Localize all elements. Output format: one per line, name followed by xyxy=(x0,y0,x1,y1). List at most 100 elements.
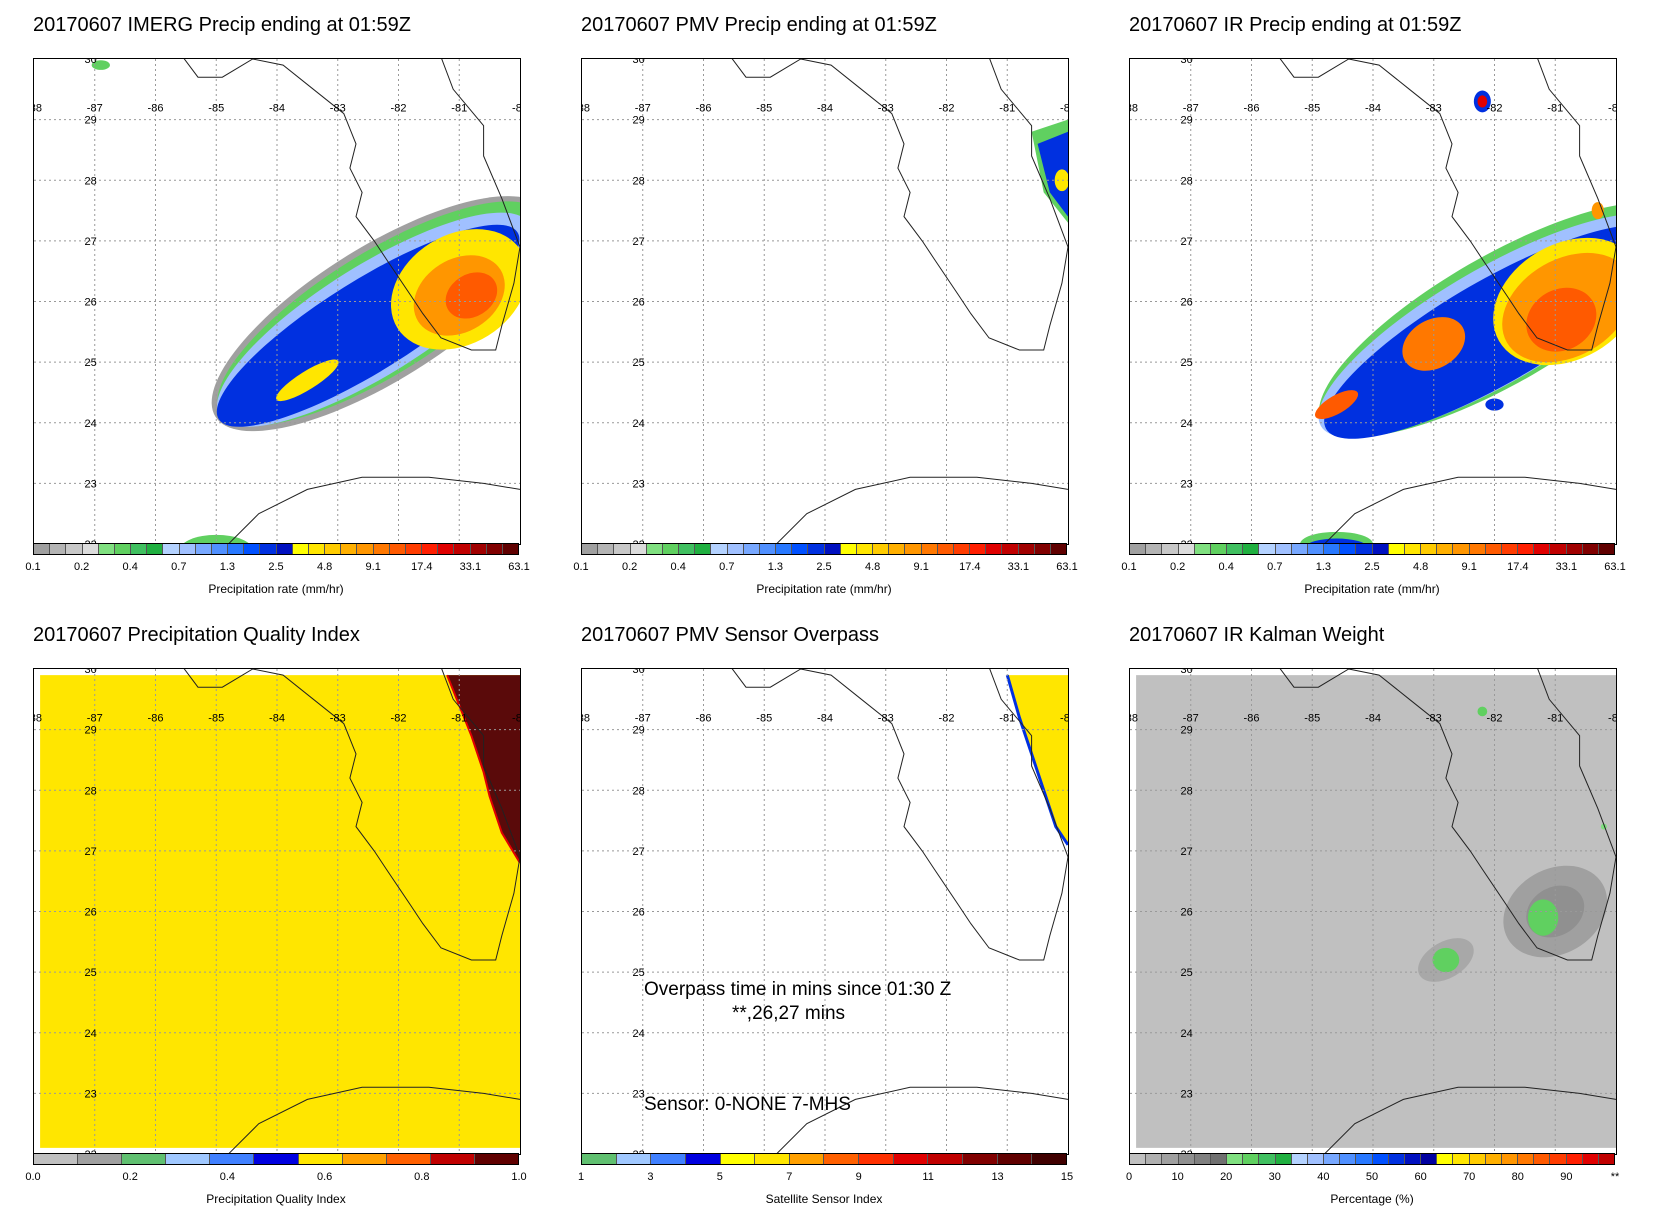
lon-label: -86 xyxy=(148,713,164,725)
lon-label: -80 xyxy=(512,103,520,115)
lat-label: 22 xyxy=(85,1149,97,1154)
colorbar-tick-label: 2.5 xyxy=(816,561,832,573)
lon-label: -85 xyxy=(756,103,772,115)
colorbar-swatch xyxy=(651,1154,686,1164)
lat-label: 26 xyxy=(1181,297,1193,309)
colorbar-swatch xyxy=(166,1154,211,1164)
lat-label: 23 xyxy=(85,478,97,490)
cuba-coastline xyxy=(227,1086,520,1154)
colorbar-tick-label: 70 xyxy=(1463,1171,1476,1183)
lon-label: -83 xyxy=(878,713,894,725)
colorbar-swatch xyxy=(808,544,825,554)
florida-coastline xyxy=(1279,59,1616,351)
colorbar-swatch xyxy=(1453,544,1470,554)
colorbar-swatch xyxy=(921,544,938,554)
colorbar-tick-label: 60 xyxy=(1414,1171,1427,1183)
colorbar-swatch xyxy=(1002,544,1019,554)
colorbar-swatch xyxy=(1566,1154,1583,1164)
florida-coastline xyxy=(731,59,1068,351)
lon-label: -83 xyxy=(330,713,346,725)
lon-label: -84 xyxy=(1365,713,1381,725)
colorbar-swatch xyxy=(1307,544,1325,554)
colorbar-swatch xyxy=(1275,544,1292,554)
precip-area xyxy=(1526,287,1597,352)
cuba-coastline xyxy=(775,1086,1068,1154)
map-canvas: -88 -87 -86 -85 -84 -83 -82 -81 -80 30 29 28 27 26 25 2… xyxy=(34,59,520,544)
lon-label: -80 xyxy=(1060,713,1068,725)
colorbar-swatch xyxy=(1388,544,1405,554)
colorbar-swatch xyxy=(893,1154,929,1164)
colorbar-swatch xyxy=(1598,544,1615,554)
colorbar-tick-label: 0.7 xyxy=(171,561,187,573)
panel-overpass: 20170607 PMV Sensor Overpass -88-87-86-8… xyxy=(573,610,1113,1210)
colorbar-tick-label: 13 xyxy=(991,1171,1004,1183)
grid-lines xyxy=(34,59,520,544)
lat-label: 25 xyxy=(85,967,97,979)
colorbar-label: Percentage (%) xyxy=(1330,1192,1414,1206)
colorbar-swatch xyxy=(1518,544,1535,554)
lat-label: 28 xyxy=(85,175,97,187)
colorbar-swatch xyxy=(824,544,841,554)
lon-label: -85 xyxy=(1304,103,1320,115)
colorbar-tick-label: 10 xyxy=(1171,1171,1184,1183)
precip-area xyxy=(1308,538,1365,544)
lat-label: 24 xyxy=(85,1028,97,1040)
cuba-coastline xyxy=(1323,1086,1616,1154)
colorbar-tick-label: 0.0 xyxy=(25,1171,41,1183)
colorbar-swatch xyxy=(1550,544,1567,554)
lat-label: 24 xyxy=(633,418,645,430)
colorbar-swatch xyxy=(789,1154,825,1164)
colorbar-swatch xyxy=(1227,544,1244,554)
florida-coastline xyxy=(183,669,520,961)
colorbar-swatch xyxy=(1050,544,1067,554)
lon-label: -86 xyxy=(696,103,712,115)
colorbar-swatch xyxy=(646,544,663,554)
lat-label: 24 xyxy=(85,418,97,430)
colorbar-ticks: 0.1 0.2 0.4 0.7 1.3 2.5 4.8 9.1 17.4 33.1 63.1 xyxy=(1121,561,1625,575)
colorbar-ticks: 0.1 0.2 0.4 0.7 1.3 2.5 4.8 9.1 17.4 33.1 63.1 xyxy=(25,561,529,575)
colorbar-swatch xyxy=(1162,1154,1179,1164)
colorbar-tick-label: 0.4 xyxy=(122,561,138,573)
colorbar-tick-label: 30 xyxy=(1268,1171,1281,1183)
colorbar-tick-label: 33.1 xyxy=(1555,561,1578,573)
colorbar-swatch xyxy=(82,544,99,554)
lat-label: 22 xyxy=(633,539,645,544)
field-area xyxy=(1037,131,1068,217)
weight-area xyxy=(1527,899,1559,936)
lon-label: -88 xyxy=(582,103,590,115)
lon-label: -87 xyxy=(1183,103,1199,115)
colorbar-swatch xyxy=(1243,544,1260,554)
colorbar-swatch xyxy=(1178,544,1195,554)
colorbar-swatch xyxy=(422,544,439,554)
lat-label: 29 xyxy=(1181,115,1193,127)
lon-label: -85 xyxy=(756,713,772,725)
colorbar-swatch xyxy=(1421,544,1438,554)
lon-label: -85 xyxy=(1304,713,1320,725)
colorbar-tick-label: 4.8 xyxy=(864,561,881,573)
cuba-coastline xyxy=(1323,476,1616,544)
colorbar-swatch xyxy=(1372,1154,1389,1164)
colorbar-swatch xyxy=(1227,1154,1244,1164)
lat-label: 24 xyxy=(1181,418,1193,430)
colorbar-swatch xyxy=(937,544,954,554)
lat-label: 30 xyxy=(1181,59,1193,66)
lat-label: 23 xyxy=(633,478,645,490)
colorbar xyxy=(33,543,519,555)
lat-label: 28 xyxy=(633,785,645,797)
colorbar-swatch xyxy=(1404,1154,1422,1164)
colorbar-swatch xyxy=(386,1154,431,1164)
weight-area xyxy=(1432,947,1460,973)
colorbar-tick-label: 0.7 xyxy=(1267,561,1283,573)
grid-lines xyxy=(1130,669,1616,1154)
colorbar-swatch xyxy=(1485,1154,1502,1164)
lat-label: 23 xyxy=(1181,478,1193,490)
lat-label: 30 xyxy=(85,669,97,676)
lon-label: -87 xyxy=(635,103,651,115)
colorbar-tick-label: 20 xyxy=(1220,1171,1233,1183)
lon-label: -86 xyxy=(148,103,164,115)
colorbar-tick-label: 63.1 xyxy=(1604,561,1626,573)
colorbar-tick-label: 33.1 xyxy=(459,561,482,573)
lat-label: 26 xyxy=(85,907,97,919)
colorbar-swatch xyxy=(260,544,277,554)
colorbar-ticks: 0.1 0.2 0.4 0.7 1.3 2.5 4.8 9.1 17.4 33.1 63.1 xyxy=(573,561,1077,575)
